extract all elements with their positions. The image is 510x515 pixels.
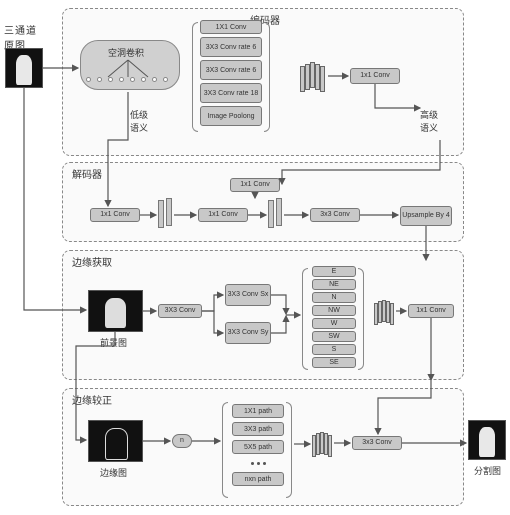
decoder-top-conv: 1x1 Conv [230, 178, 280, 192]
slab1b [166, 198, 172, 226]
encoder-brace-r [264, 22, 270, 132]
input-image [5, 48, 43, 88]
decoder-mid-conv: 1x1 Conv [198, 208, 248, 222]
paths-brace-l [222, 402, 228, 498]
branch-b2: 3X3 Conv rate 6 [200, 60, 262, 80]
dir-0: E [312, 266, 356, 277]
edge-sx: 3X3 Conv Sx [225, 284, 271, 306]
foreground-image [88, 290, 143, 332]
decoder-out-conv: 3x3 Conv [310, 208, 360, 222]
paths-brace-r [286, 402, 292, 498]
edge-extract-title: 边缘获取 [72, 254, 112, 269]
output-label: 分割图 [474, 464, 501, 477]
path-1: 3X3 path [232, 422, 284, 436]
dirs-brace-r [358, 268, 364, 370]
output-image [468, 420, 506, 460]
atrous-label: 空洞卷积 [108, 46, 144, 59]
encoder-branches: 1X1 Conv 3X3 Conv rate 6 3X3 Conv rate 6… [200, 20, 262, 126]
branch-b1: 3X3 Conv rate 6 [200, 37, 262, 57]
path-2: 5X5 path [232, 440, 284, 454]
branch-b4: Image Poolong [200, 106, 262, 126]
dirs-stack: E NE N NW W SW S SE [312, 266, 356, 368]
decoder-panel [62, 162, 464, 242]
low-level-label: 低级 语义 [130, 108, 148, 134]
edge-sy: 3X3 Conv Sy [225, 322, 271, 344]
dir-1: NE [312, 279, 356, 290]
dir-3: NW [312, 305, 356, 316]
decoder-upsample: Upsample By 4 [400, 206, 452, 226]
edge-correct-title: 边缘较正 [72, 392, 112, 407]
branch-b0: 1X1 Conv [200, 20, 262, 34]
path-dots [232, 458, 284, 468]
edge-conv-in: 3X3 Conv [158, 304, 202, 318]
paths-stack: 1X1 path 3X3 path 5X5 path nxn path [232, 404, 284, 486]
high-level-label: 高级 语义 [420, 108, 438, 134]
slab1 [158, 200, 164, 228]
slab2b [276, 198, 282, 226]
edge-image [88, 420, 143, 462]
dirs-brace-l [302, 268, 308, 370]
dir-7: SE [312, 357, 356, 368]
edge-label: 边缘图 [100, 466, 127, 479]
encoder-brace-l [192, 22, 198, 132]
edge-out-conv: 1x1 Conv [408, 304, 454, 318]
encoder-out-conv: 1x1 Conv [350, 68, 400, 84]
decoder-conv-in: 1x1 Conv [90, 208, 140, 222]
dir-5: SW [312, 331, 356, 342]
fg-label: 前景图 [100, 336, 127, 349]
n-box: n [172, 434, 192, 448]
dir-6: S [312, 344, 356, 355]
decoder-title: 解码器 [72, 166, 102, 181]
dir-2: N [312, 292, 356, 303]
slab2 [268, 200, 274, 228]
dir-4: W [312, 318, 356, 329]
correct-out-conv: 3x3 Conv [352, 436, 402, 450]
path-3: nxn path [232, 472, 284, 486]
path-0: 1X1 path [232, 404, 284, 418]
branch-b3: 3X3 Conv rate 18 [200, 83, 262, 103]
